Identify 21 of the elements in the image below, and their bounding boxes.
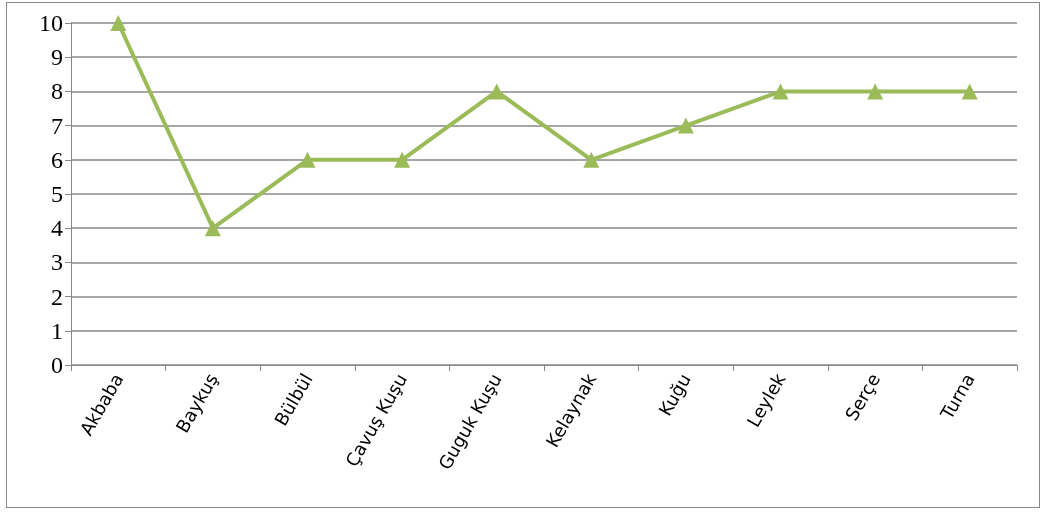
y-tick-label: 6 (51, 146, 63, 173)
y-tick-label: 1 (51, 317, 63, 344)
point (677, 117, 694, 134)
y-tick-label: 4 (51, 215, 63, 242)
point (772, 83, 789, 100)
point (299, 151, 316, 168)
point (867, 83, 884, 100)
y-tick-label: 2 (51, 283, 63, 310)
y-tick-label: 0 (51, 352, 63, 378)
y-tick-label: 5 (51, 181, 63, 207)
y-tick-label: 7 (51, 112, 63, 139)
y-tick-label: 10 (39, 10, 63, 36)
point (110, 15, 127, 31)
point (394, 151, 411, 168)
point (583, 151, 600, 168)
point (488, 83, 505, 100)
y-tick-label: 8 (51, 78, 63, 105)
point (204, 220, 221, 237)
point (961, 83, 978, 100)
y-tick-label: 3 (51, 249, 63, 276)
y-tick-label: 9 (51, 44, 63, 71)
